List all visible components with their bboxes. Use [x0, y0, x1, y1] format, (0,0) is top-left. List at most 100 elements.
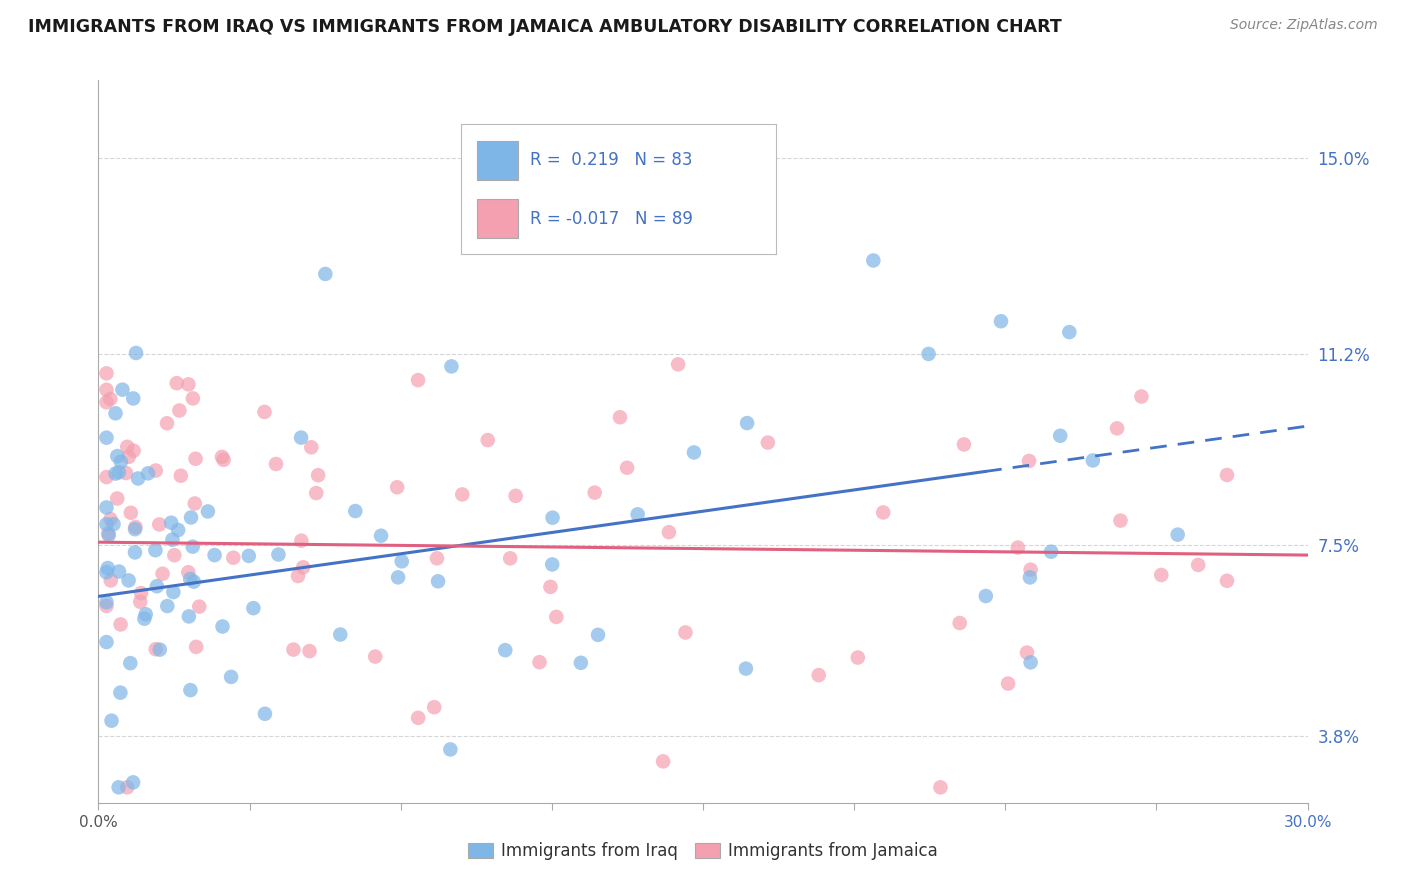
- Point: [96, 595, 118, 609]
- Point: [145, 543, 167, 558]
- Point: [658, 525, 681, 540]
- Point: [169, 403, 191, 417]
- Point: [494, 643, 516, 657]
- Point: [105, 449, 128, 463]
- Legend: Immigrants from Iraq, Immigrants from Jamaica: Immigrants from Iraq, Immigrants from Ja…: [461, 836, 945, 867]
- Point: [145, 642, 167, 657]
- Point: [1007, 541, 1029, 555]
- Point: [211, 450, 233, 464]
- Point: [180, 510, 202, 524]
- Point: [160, 516, 183, 530]
- Point: [652, 755, 675, 769]
- Point: [406, 373, 429, 387]
- Point: [177, 377, 200, 392]
- Point: [391, 554, 413, 568]
- Point: [122, 392, 145, 406]
- Point: [427, 574, 450, 589]
- Point: [96, 395, 118, 409]
- Point: [219, 670, 242, 684]
- Point: [267, 548, 290, 562]
- Point: [108, 565, 131, 579]
- Point: [222, 550, 245, 565]
- Point: [1167, 527, 1189, 541]
- Point: [188, 599, 211, 614]
- Point: [117, 574, 139, 588]
- Point: [283, 642, 305, 657]
- Point: [135, 607, 157, 622]
- Text: IMMIGRANTS FROM IRAQ VS IMMIGRANTS FROM JAMAICA AMBULATORY DISABILITY CORRELATIO: IMMIGRANTS FROM IRAQ VS IMMIGRANTS FROM …: [28, 18, 1062, 36]
- Point: [541, 558, 564, 572]
- Point: [387, 570, 409, 584]
- Point: [96, 517, 118, 532]
- Point: [307, 468, 329, 483]
- Point: [120, 506, 142, 520]
- Point: [675, 625, 697, 640]
- Point: [184, 451, 207, 466]
- Point: [177, 566, 200, 580]
- Point: [344, 504, 367, 518]
- Point: [1109, 514, 1132, 528]
- Point: [406, 711, 429, 725]
- Point: [104, 467, 127, 481]
- Point: [586, 628, 609, 642]
- Point: [103, 517, 125, 532]
- Point: [426, 551, 449, 566]
- Point: [505, 489, 527, 503]
- Point: [299, 440, 322, 454]
- Point: [666, 357, 689, 371]
- Point: [949, 615, 972, 630]
- Point: [1105, 421, 1128, 435]
- Point: [862, 253, 884, 268]
- Point: [212, 453, 235, 467]
- Point: [974, 589, 997, 603]
- Point: [1019, 570, 1042, 584]
- Point: [627, 508, 650, 522]
- Point: [242, 601, 264, 615]
- Point: [211, 619, 233, 633]
- Point: [96, 635, 118, 649]
- Point: [204, 548, 226, 562]
- Point: [108, 465, 131, 479]
- Point: [110, 617, 132, 632]
- Point: [846, 650, 869, 665]
- Point: [305, 486, 328, 500]
- Point: [953, 437, 976, 451]
- Point: [929, 780, 952, 795]
- Point: [163, 548, 186, 562]
- Point: [872, 505, 894, 519]
- Point: [181, 540, 204, 554]
- Point: [96, 470, 118, 484]
- Point: [1216, 574, 1239, 588]
- Point: [96, 383, 118, 397]
- Point: [385, 480, 408, 494]
- Point: [238, 549, 260, 563]
- Point: [124, 545, 146, 559]
- Point: [1187, 558, 1209, 572]
- Point: [197, 504, 219, 518]
- Point: [1019, 656, 1042, 670]
- Point: [170, 468, 193, 483]
- Point: [97, 528, 120, 542]
- Point: [96, 566, 118, 580]
- Point: [253, 405, 276, 419]
- Point: [756, 435, 779, 450]
- Point: [186, 640, 208, 654]
- Point: [120, 656, 142, 670]
- Point: [118, 450, 141, 464]
- Point: [569, 656, 592, 670]
- Point: [96, 599, 118, 613]
- Point: [125, 346, 148, 360]
- Point: [127, 471, 149, 485]
- Point: [100, 512, 122, 526]
- Point: [129, 595, 152, 609]
- Point: [329, 627, 352, 641]
- Point: [440, 359, 463, 374]
- Point: [1015, 646, 1038, 660]
- Point: [253, 706, 276, 721]
- Point: [1081, 453, 1104, 467]
- Point: [609, 410, 631, 425]
- Point: [111, 383, 134, 397]
- Point: [166, 376, 188, 391]
- Point: [183, 574, 205, 589]
- Point: [167, 523, 190, 537]
